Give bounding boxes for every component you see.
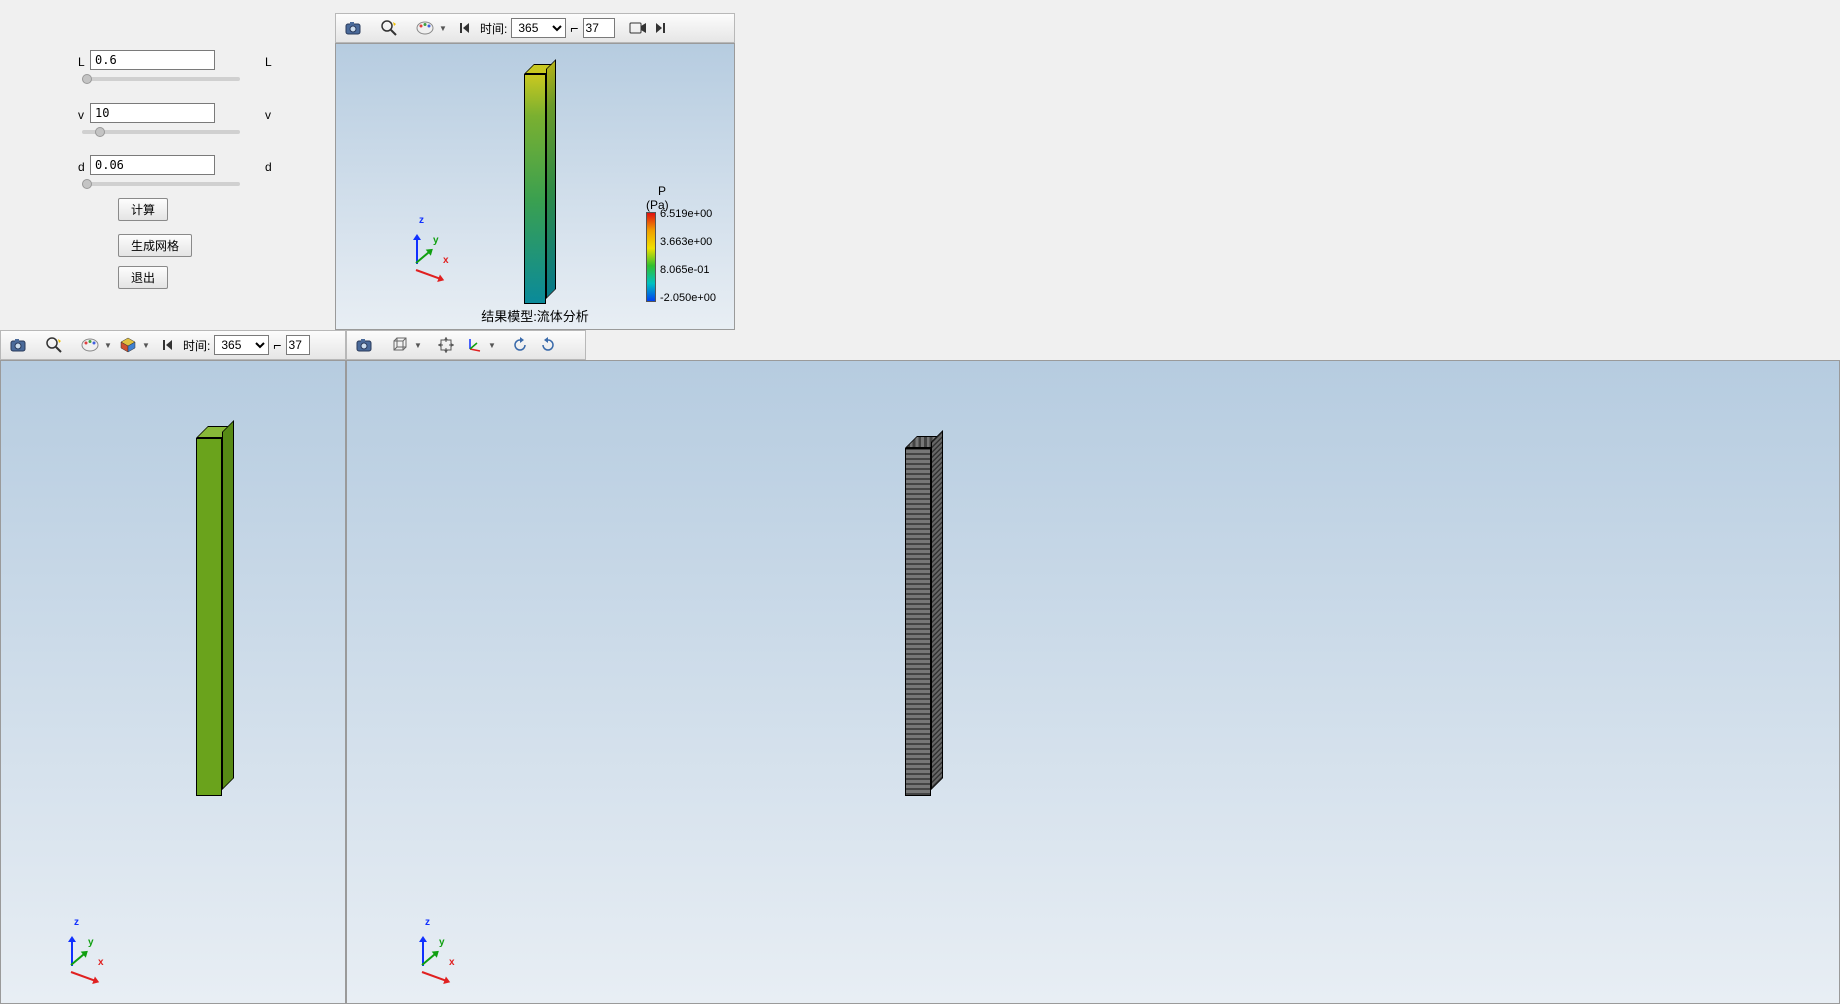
angle-icon: ⌐ (273, 337, 281, 353)
legend-var: P (658, 184, 669, 198)
viewport-result[interactable]: z y x P (Pa) 6.519e+00 3.663e+00 8.065e-… (335, 43, 735, 330)
axis-mini-icon[interactable] (461, 333, 487, 357)
toolbar-top: ▼ 时间: 365 ⌐ (335, 13, 735, 43)
viewport-geometry[interactable]: z y x (0, 360, 346, 1004)
cube-color-icon[interactable] (115, 333, 141, 357)
palette-icon[interactable] (77, 333, 103, 357)
cube-dropdown-icon[interactable]: ▼ (413, 333, 423, 357)
snapshot-icon[interactable] (340, 16, 366, 40)
palette-dropdown-icon[interactable]: ▼ (103, 333, 113, 357)
time-select[interactable]: 365 (214, 335, 269, 355)
param-right-v: v (265, 108, 271, 122)
rotate-ccw-icon[interactable] (507, 333, 533, 357)
zoom-icon[interactable] (41, 333, 67, 357)
axis-dropdown-icon[interactable]: ▼ (487, 333, 497, 357)
video-icon[interactable] (625, 16, 651, 40)
axis-triad: z y x (56, 921, 116, 981)
param-input-v[interactable] (90, 103, 215, 123)
param-input-L[interactable] (90, 50, 215, 70)
step-forward-icon[interactable] (653, 16, 667, 40)
slider-d[interactable] (82, 182, 240, 186)
axis-triad: z y x (407, 921, 467, 981)
viewport-caption: 结果模型:流体分析 (481, 306, 589, 325)
time-select[interactable]: 365 (511, 18, 566, 38)
param-label-d: d (78, 160, 85, 174)
palette-icon[interactable] (412, 16, 438, 40)
snapshot-icon[interactable] (351, 333, 377, 357)
rotate-cw-icon[interactable] (535, 333, 561, 357)
param-label-v: v (78, 108, 84, 122)
color-legend: P (Pa) 6.519e+00 3.663e+00 8.065e-01 -2.… (646, 184, 669, 302)
angle-icon: ⌐ (570, 20, 578, 36)
slider-L[interactable] (82, 77, 240, 81)
time-label: 时间: (480, 20, 507, 37)
zoom-icon[interactable] (376, 16, 402, 40)
snapshot-icon[interactable] (5, 333, 31, 357)
toolbar-bottom-left: ▼ ▼ 时间: 365 ⌐ (0, 330, 346, 360)
generate-mesh-button[interactable]: 生成网格 (118, 234, 192, 257)
toolbar-bottom-right: ▼ ▼ (346, 330, 586, 360)
viewport-mesh[interactable]: z y x (346, 360, 1840, 1004)
step-input[interactable] (583, 18, 615, 38)
param-right-L: L (265, 55, 272, 69)
param-right-d: d (265, 160, 272, 174)
step-back-icon[interactable] (161, 333, 175, 357)
time-label: 时间: (183, 337, 210, 354)
param-label-L: L (78, 55, 85, 69)
parameter-panel: L L v v d d 计算 生成网格 退出 (0, 0, 335, 330)
exit-button[interactable]: 退出 (118, 266, 168, 289)
wireframe-cube-icon[interactable] (387, 333, 413, 357)
slider-v[interactable] (82, 130, 240, 134)
palette-dropdown-icon[interactable]: ▼ (438, 16, 448, 40)
cube-dropdown-icon[interactable]: ▼ (141, 333, 151, 357)
param-input-d[interactable] (90, 155, 215, 175)
step-back-icon[interactable] (458, 16, 472, 40)
axis-triad: z y x (401, 219, 461, 279)
fit-view-icon[interactable] (433, 333, 459, 357)
compute-button[interactable]: 计算 (118, 198, 168, 221)
step-input[interactable] (286, 335, 310, 355)
